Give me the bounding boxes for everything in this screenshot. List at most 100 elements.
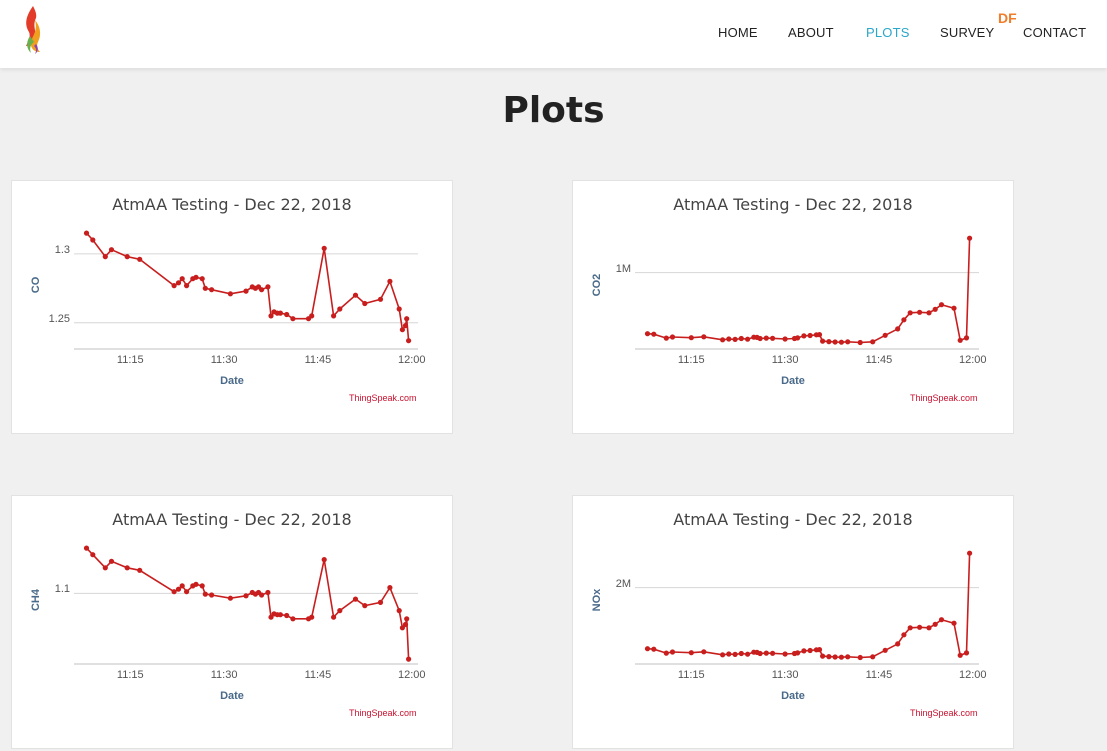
data-point[interactable] [932,621,938,627]
data-point[interactable] [290,316,296,322]
data-point[interactable] [209,592,215,598]
data-point[interactable] [738,650,744,657]
thingspeak-credit-link[interactable]: ThingSpeak.com [910,708,978,718]
data-point[interactable] [309,614,315,620]
data-point[interactable] [402,323,409,329]
data-point[interactable] [352,596,359,602]
data-point[interactable] [202,285,208,291]
data-point[interactable] [321,245,327,251]
data-point[interactable] [404,616,410,622]
data-point[interactable] [669,334,676,340]
data-point[interactable] [663,650,669,656]
data-point[interactable] [137,256,143,262]
data-point[interactable] [688,650,694,656]
data-point[interactable] [377,599,384,605]
data-point[interactable] [259,592,265,598]
data-point[interactable] [770,335,776,341]
data-point[interactable] [124,565,130,571]
data-point[interactable] [102,254,108,260]
data-point[interactable] [870,339,876,345]
data-point[interactable] [175,586,182,592]
data-point[interactable] [362,300,368,307]
data-point[interactable] [651,331,657,337]
data-point[interactable] [663,335,669,341]
data-point[interactable] [882,647,888,653]
data-point[interactable] [124,254,130,260]
data-point[interactable] [870,654,876,660]
data-point[interactable] [826,654,832,660]
data-point[interactable] [362,603,368,609]
data-point[interactable] [90,552,96,558]
data-point[interactable] [901,632,907,638]
data-point[interactable] [644,646,651,652]
data-point[interactable] [83,545,90,551]
data-point[interactable] [396,608,402,614]
data-point[interactable] [807,647,813,654]
data-point[interactable] [396,306,402,312]
data-point[interactable] [832,654,838,660]
data-point[interactable] [938,302,945,308]
data-point[interactable] [277,310,283,316]
data-point[interactable] [770,650,776,656]
data-point[interactable] [265,589,271,596]
data-point[interactable] [701,334,707,340]
data-point[interactable] [404,316,410,322]
data-point[interactable] [816,647,823,653]
data-point[interactable] [651,646,657,652]
data-point[interactable] [265,284,271,290]
data-point[interactable] [917,624,923,630]
data-point[interactable] [917,309,923,315]
data-point[interactable] [967,235,973,241]
data-point[interactable] [701,649,707,655]
nav-survey[interactable]: SURVEY [940,25,995,40]
data-point[interactable] [895,641,901,647]
data-point[interactable] [83,230,90,236]
data-point[interactable] [757,335,763,342]
data-point[interactable] [402,621,409,628]
data-point[interactable] [277,612,283,618]
data-point[interactable] [967,550,973,556]
data-point[interactable] [406,656,412,662]
data-point[interactable] [309,313,315,319]
data-point[interactable] [732,651,738,657]
data-point[interactable] [669,649,676,655]
data-point[interactable] [337,306,343,312]
data-point[interactable] [832,339,838,345]
data-point[interactable] [337,608,343,614]
data-point[interactable] [816,332,823,338]
data-point[interactable] [857,339,863,346]
data-point[interactable] [377,296,384,302]
thingspeak-credit-link[interactable]: ThingSpeak.com [349,393,417,403]
data-point[interactable] [963,335,970,341]
data-point[interactable] [720,337,726,343]
data-point[interactable] [795,650,801,656]
data-point[interactable] [826,339,832,345]
nav-about[interactable]: ABOUT [788,25,834,40]
data-point[interactable] [926,310,932,316]
nav-home[interactable]: HOME [718,25,758,40]
data-point[interactable] [644,331,651,337]
data-point[interactable] [102,565,108,571]
data-point[interactable] [801,648,807,654]
data-point[interactable] [957,652,963,658]
data-point[interactable] [399,625,405,631]
data-point[interactable] [137,567,143,573]
data-point[interactable] [199,276,205,282]
data-point[interactable] [857,654,863,661]
data-point[interactable] [290,616,296,622]
data-point[interactable] [331,313,337,319]
data-point[interactable] [406,338,412,344]
data-point[interactable] [90,237,96,243]
data-point[interactable] [726,336,732,342]
data-point[interactable] [321,557,327,563]
data-point[interactable] [193,274,199,280]
data-point[interactable] [845,339,851,345]
data-point[interactable] [882,332,888,338]
data-point[interactable] [227,291,233,297]
data-point[interactable] [795,335,801,341]
data-point[interactable] [763,650,769,656]
data-point[interactable] [820,653,826,659]
data-point[interactable] [838,654,844,660]
data-point[interactable] [895,326,901,332]
data-point[interactable] [957,337,963,343]
